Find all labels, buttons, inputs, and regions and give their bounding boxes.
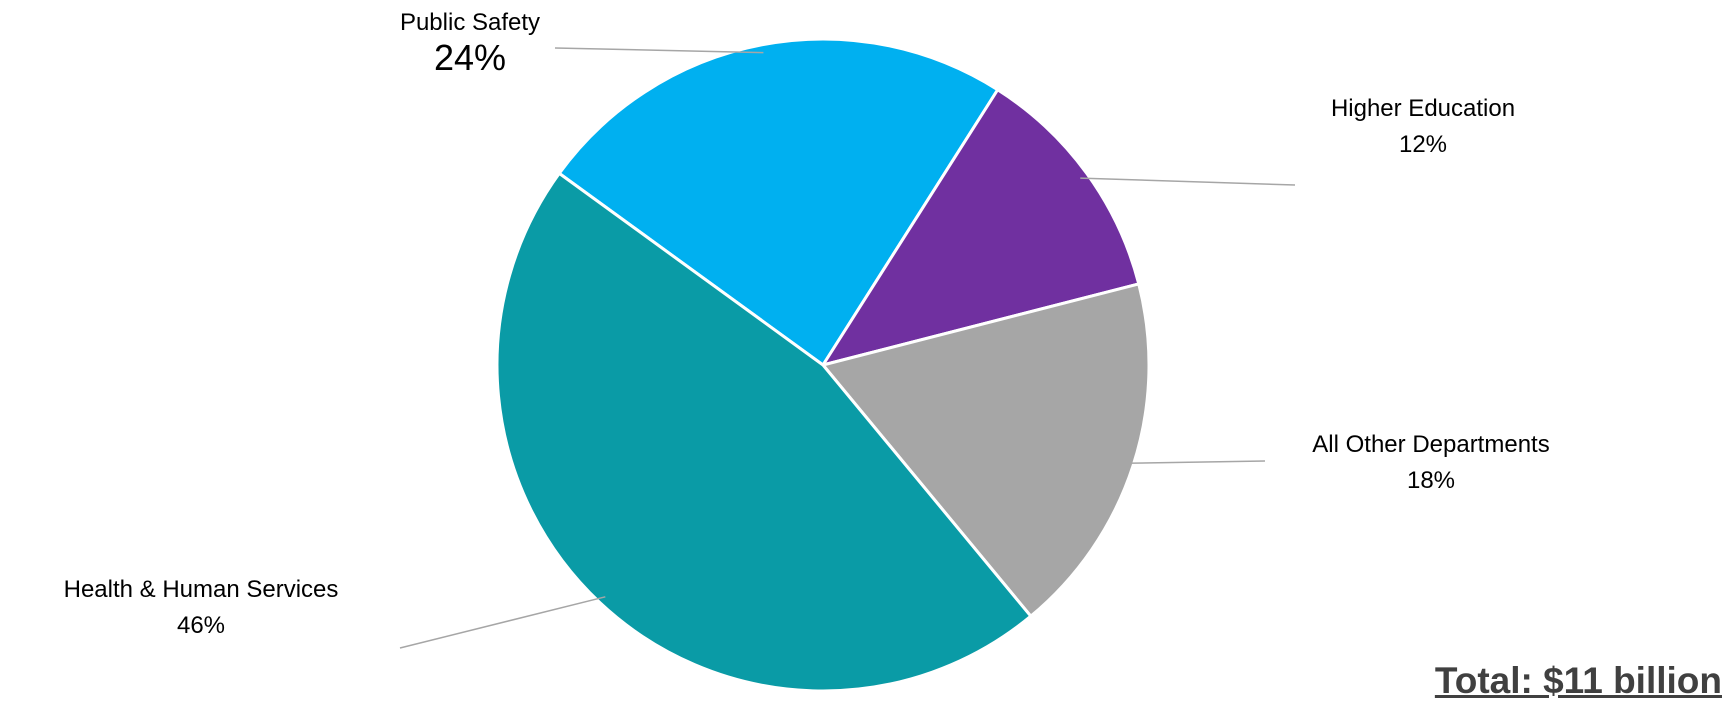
leader-line-higher-education: [1080, 177, 1296, 186]
pie-slice-public-safety: [557, 37, 1000, 368]
pie-slice-higher-education: [819, 87, 1141, 368]
slice-value-higher-education: 12%: [1399, 131, 1447, 158]
leader-line-health-and-human-services: [399, 596, 606, 649]
pie-slice-health-and-human-services: [495, 171, 1033, 693]
pie-slices: [495, 37, 1151, 693]
leader-line-public-safety: [554, 47, 764, 54]
slice-value-all-other-departments: 18%: [1407, 467, 1455, 494]
leader-line-all-other-departments: [1125, 460, 1266, 465]
slice-label-all-other-departments: All Other Departments: [1312, 431, 1549, 458]
total-label: Total: $11 billion: [1434, 660, 1722, 701]
slice-value-public-safety: 24%: [434, 37, 506, 78]
leader-lines: [399, 47, 1296, 649]
pie-slice-all-other-departments: [820, 282, 1151, 619]
slice-label-public-safety: Public Safety: [400, 9, 540, 36]
slice-value-health-and-human-services: 46%: [177, 612, 225, 639]
slice-label-higher-education: Higher Education: [1331, 95, 1515, 122]
slice-label-health-and-human-services: Health & Human Services: [64, 576, 339, 603]
